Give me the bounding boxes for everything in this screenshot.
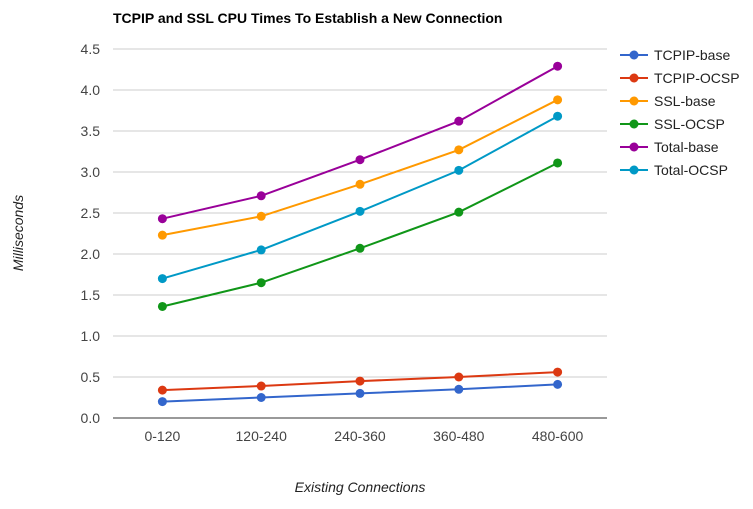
y-tick-label: 2.0 bbox=[81, 246, 101, 262]
data-point bbox=[454, 116, 464, 126]
legend: TCPIP-base TCPIP-OCSP SSL-base SSL-OCSP Tota… bbox=[620, 47, 740, 178]
legend-label: SSL-base bbox=[654, 93, 716, 109]
data-point bbox=[355, 179, 365, 189]
legend-marker bbox=[629, 73, 639, 83]
legend-marker bbox=[629, 142, 639, 152]
data-point bbox=[553, 379, 563, 389]
x-axis-title: Existing Connections bbox=[295, 479, 426, 495]
data-point bbox=[454, 207, 464, 217]
y-tick-label: 4.0 bbox=[81, 82, 101, 98]
legend-label: Total-base bbox=[654, 139, 719, 155]
y-tick-label: 1.5 bbox=[81, 287, 101, 303]
legend-label: TCPIP-base bbox=[654, 47, 730, 63]
data-point bbox=[553, 367, 563, 377]
data-point bbox=[157, 385, 167, 395]
data-point bbox=[454, 372, 464, 382]
data-point bbox=[256, 393, 266, 402]
data-point bbox=[157, 274, 167, 284]
x-tick-label: 240-360 bbox=[334, 428, 386, 444]
x-axis-ticks: 0-120 120-240 240-360 360-480 480-600 bbox=[144, 428, 583, 444]
data-point bbox=[355, 376, 365, 386]
data-point bbox=[355, 243, 365, 253]
series-points bbox=[157, 61, 563, 407]
data-point bbox=[256, 191, 266, 201]
series-lines bbox=[162, 65, 559, 403]
data-point bbox=[157, 301, 167, 311]
data-point bbox=[553, 111, 563, 121]
y-axis-title: Milliseconds bbox=[10, 195, 26, 271]
x-tick-label: 360-480 bbox=[433, 428, 485, 444]
y-tick-label: 4.5 bbox=[81, 41, 101, 57]
chart-title: TCPIP and SSL CPU Times To Establish a N… bbox=[113, 10, 502, 26]
x-tick-label: 480-600 bbox=[532, 428, 584, 444]
y-tick-label: 2.5 bbox=[81, 205, 101, 221]
data-point bbox=[256, 245, 266, 255]
data-point bbox=[355, 155, 365, 165]
data-point bbox=[157, 230, 167, 240]
y-tick-label: 0.0 bbox=[81, 410, 101, 426]
legend-label: Total-OCSP bbox=[654, 162, 728, 178]
data-point bbox=[355, 388, 365, 398]
data-point bbox=[553, 61, 563, 71]
y-axis-ticks: 0.0 0.5 1.0 1.5 2.0 2.5 3.0 3.5 4.0 4.5 bbox=[81, 41, 101, 426]
x-tick-label: 0-120 bbox=[144, 428, 180, 444]
x-tick-label: 120-240 bbox=[236, 428, 288, 444]
legend-label: TCPIP-OCSP bbox=[654, 70, 740, 86]
data-point bbox=[157, 397, 167, 407]
data-point bbox=[157, 214, 167, 224]
data-point bbox=[256, 278, 266, 288]
legend-marker bbox=[629, 119, 639, 129]
series-line bbox=[162, 65, 559, 220]
y-tick-label: 3.0 bbox=[81, 164, 101, 180]
legend-marker bbox=[629, 96, 639, 106]
y-tick-label: 3.5 bbox=[81, 123, 101, 139]
data-point bbox=[553, 158, 563, 168]
data-point bbox=[256, 381, 266, 391]
data-point bbox=[454, 145, 464, 155]
data-point bbox=[454, 384, 464, 394]
data-point bbox=[454, 165, 464, 175]
data-point bbox=[256, 211, 266, 221]
legend-label: SSL-OCSP bbox=[654, 116, 725, 132]
y-tick-label: 1.0 bbox=[81, 328, 101, 344]
y-tick-label: 0.5 bbox=[81, 369, 101, 385]
legend-marker bbox=[629, 50, 639, 60]
legend-marker bbox=[629, 165, 639, 175]
data-point bbox=[553, 95, 563, 105]
data-point bbox=[355, 206, 365, 216]
